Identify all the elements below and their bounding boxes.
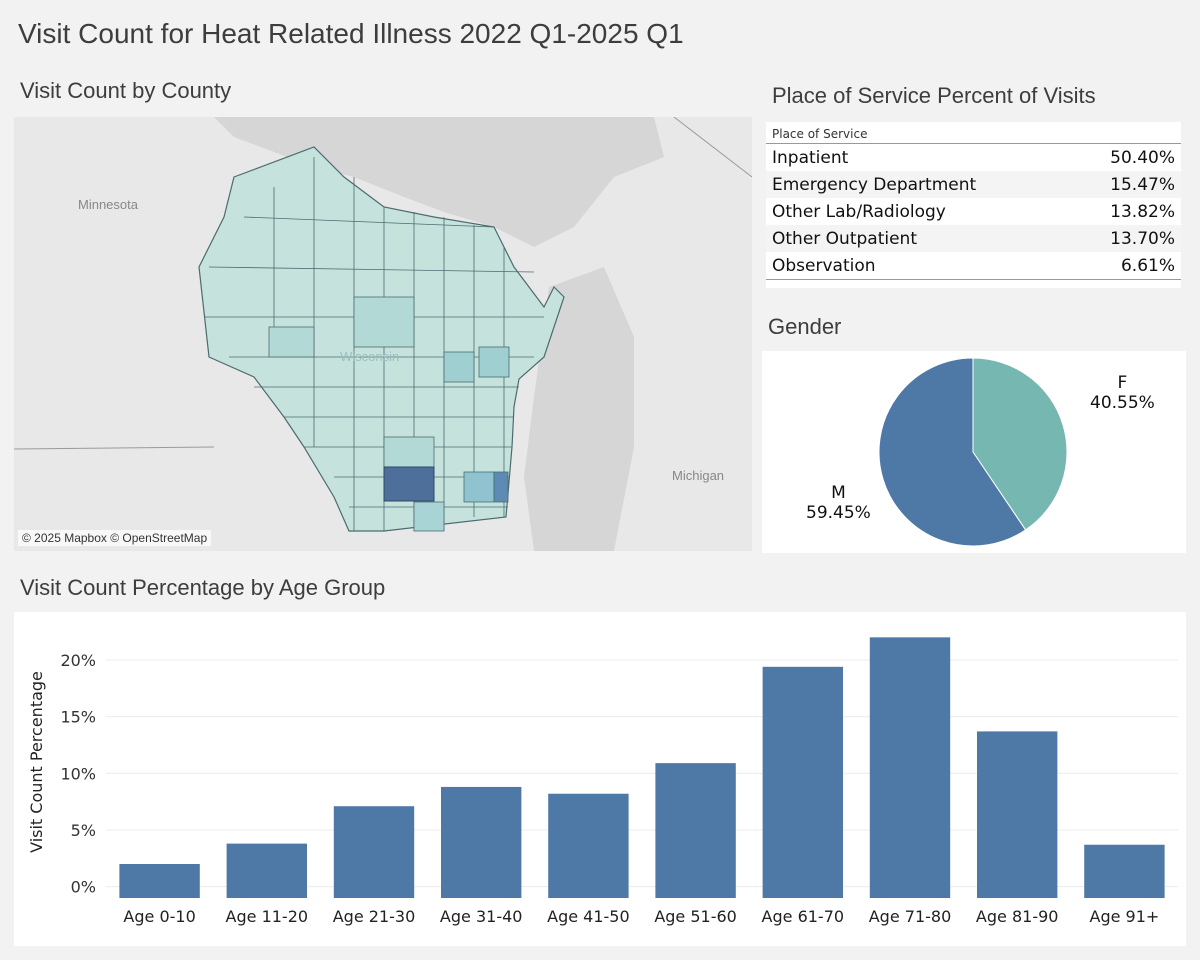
gender-pie [878, 357, 1068, 547]
pos-column-header: Place of Service [766, 122, 1181, 144]
x-tick-label: Age 0-10 [123, 907, 195, 926]
state-border-2 [673, 117, 752, 178]
county-shaded[interactable] [478, 346, 510, 378]
y-tick-label: 5% [71, 821, 96, 840]
gender-title: Gender [768, 314, 842, 339]
pos-title: Place of Service Percent of Visits [772, 83, 1096, 108]
pie-label-m-name: M [831, 483, 846, 503]
y-tick-label: 20% [60, 651, 96, 670]
y-axis-label: Visit Count Percentage [27, 671, 46, 853]
county-shaded[interactable] [268, 326, 315, 358]
x-tick-label: Age 81-90 [976, 907, 1059, 926]
lake-michigan [524, 267, 634, 551]
table-row[interactable]: Other Lab/Radiology 13.82% [766, 198, 1181, 225]
michigan-label: Michigan [672, 468, 725, 483]
pie-label-f: F 40.55% [1090, 373, 1155, 413]
pos-value: 13.82% [1110, 201, 1175, 222]
county-shaded[interactable] [413, 501, 445, 532]
x-tick-label: Age 91+ [1090, 907, 1160, 926]
pie-label-m: M 59.45% [806, 483, 871, 523]
table-row[interactable]: Inpatient 50.40% [766, 144, 1181, 172]
county-map[interactable]: Minnesota Wisconsin Michigan © 2025 Mapb… [14, 117, 752, 551]
state-border [14, 446, 215, 450]
pos-value: 13.70% [1072, 225, 1181, 252]
pos-value: 50.40% [1110, 147, 1175, 168]
x-tick-label: Age 21-30 [333, 907, 416, 926]
y-tick-label: 10% [60, 764, 96, 783]
pie-label-f-name: F [1117, 373, 1128, 393]
x-tick-label: Age 71-80 [869, 907, 952, 926]
bar[interactable] [441, 786, 522, 898]
bar[interactable] [869, 637, 951, 898]
y-tick-label: 0% [71, 878, 96, 897]
pos-value: 15.47% [1072, 171, 1181, 198]
map-title: Visit Count by County [20, 78, 232, 103]
county-high[interactable] [463, 471, 495, 503]
pos-name: Observation [766, 252, 1073, 280]
pos-name: Inpatient [772, 147, 849, 168]
pie-slice-m[interactable] [878, 357, 1027, 547]
age-title: Visit Count Percentage by Age Group [20, 575, 386, 600]
x-tick-label: Age 31-40 [440, 907, 523, 926]
bar[interactable] [977, 731, 1058, 898]
county-high[interactable] [493, 471, 509, 503]
county-shaded[interactable] [443, 351, 475, 383]
bar[interactable] [655, 763, 736, 898]
minnesota-label: Minnesota [78, 197, 138, 212]
map-attribution[interactable]: © 2025 Mapbox © OpenStreetMap [18, 530, 212, 546]
bar[interactable] [119, 864, 200, 898]
dashboard-title: Visit Count for Heat Related Illness 202… [18, 18, 684, 49]
pie-slice-f[interactable] [972, 357, 1068, 531]
pie-label-f-value: 40.55% [1090, 393, 1155, 413]
pos-table-panel: Place of Service Inpatient 50.40% Emergen… [766, 122, 1181, 288]
map-svg [14, 117, 752, 551]
bar[interactable] [1084, 844, 1165, 898]
x-tick-label: Age 11-20 [226, 907, 309, 926]
county-max[interactable] [383, 466, 435, 502]
gender-panel: F 40.55% M 59.45% [762, 351, 1186, 553]
pos-name: Emergency Department [766, 171, 1073, 198]
pos-table: Place of Service Inpatient 50.40% Emergen… [766, 122, 1181, 280]
pie-label-m-value: 59.45% [806, 503, 871, 523]
bar[interactable] [333, 806, 415, 898]
bar[interactable] [762, 666, 843, 898]
table-row[interactable]: Observation 6.61% [766, 252, 1181, 280]
county-shaded[interactable] [383, 436, 435, 468]
bar[interactable] [548, 793, 629, 898]
pos-name: Other Outpatient [766, 225, 1073, 252]
county-shaded[interactable] [353, 296, 415, 348]
pos-name: Other Lab/Radiology [772, 201, 946, 222]
age-chart-panel: 0% 5% 10% 15% 20% Visit Count Percentage Age 0… [14, 612, 1186, 946]
pos-value: 6.61% [1072, 252, 1181, 280]
x-tick-label: Age 61-70 [762, 907, 845, 926]
wisconsin-label: Wisconsin [340, 349, 400, 364]
table-row[interactable]: Emergency Department 15.47% [766, 171, 1181, 198]
x-tick-label: Age 51-60 [654, 907, 737, 926]
x-tick-label: Age 41-50 [547, 907, 630, 926]
lake-superior [214, 117, 664, 247]
y-tick-label: 15% [60, 708, 96, 727]
age-bar-chart: 0% 5% 10% 15% 20% Visit Count Percentage Age 0… [27, 637, 1178, 926]
table-row[interactable]: Other Outpatient 13.70% [766, 225, 1181, 252]
bar[interactable] [226, 843, 307, 898]
